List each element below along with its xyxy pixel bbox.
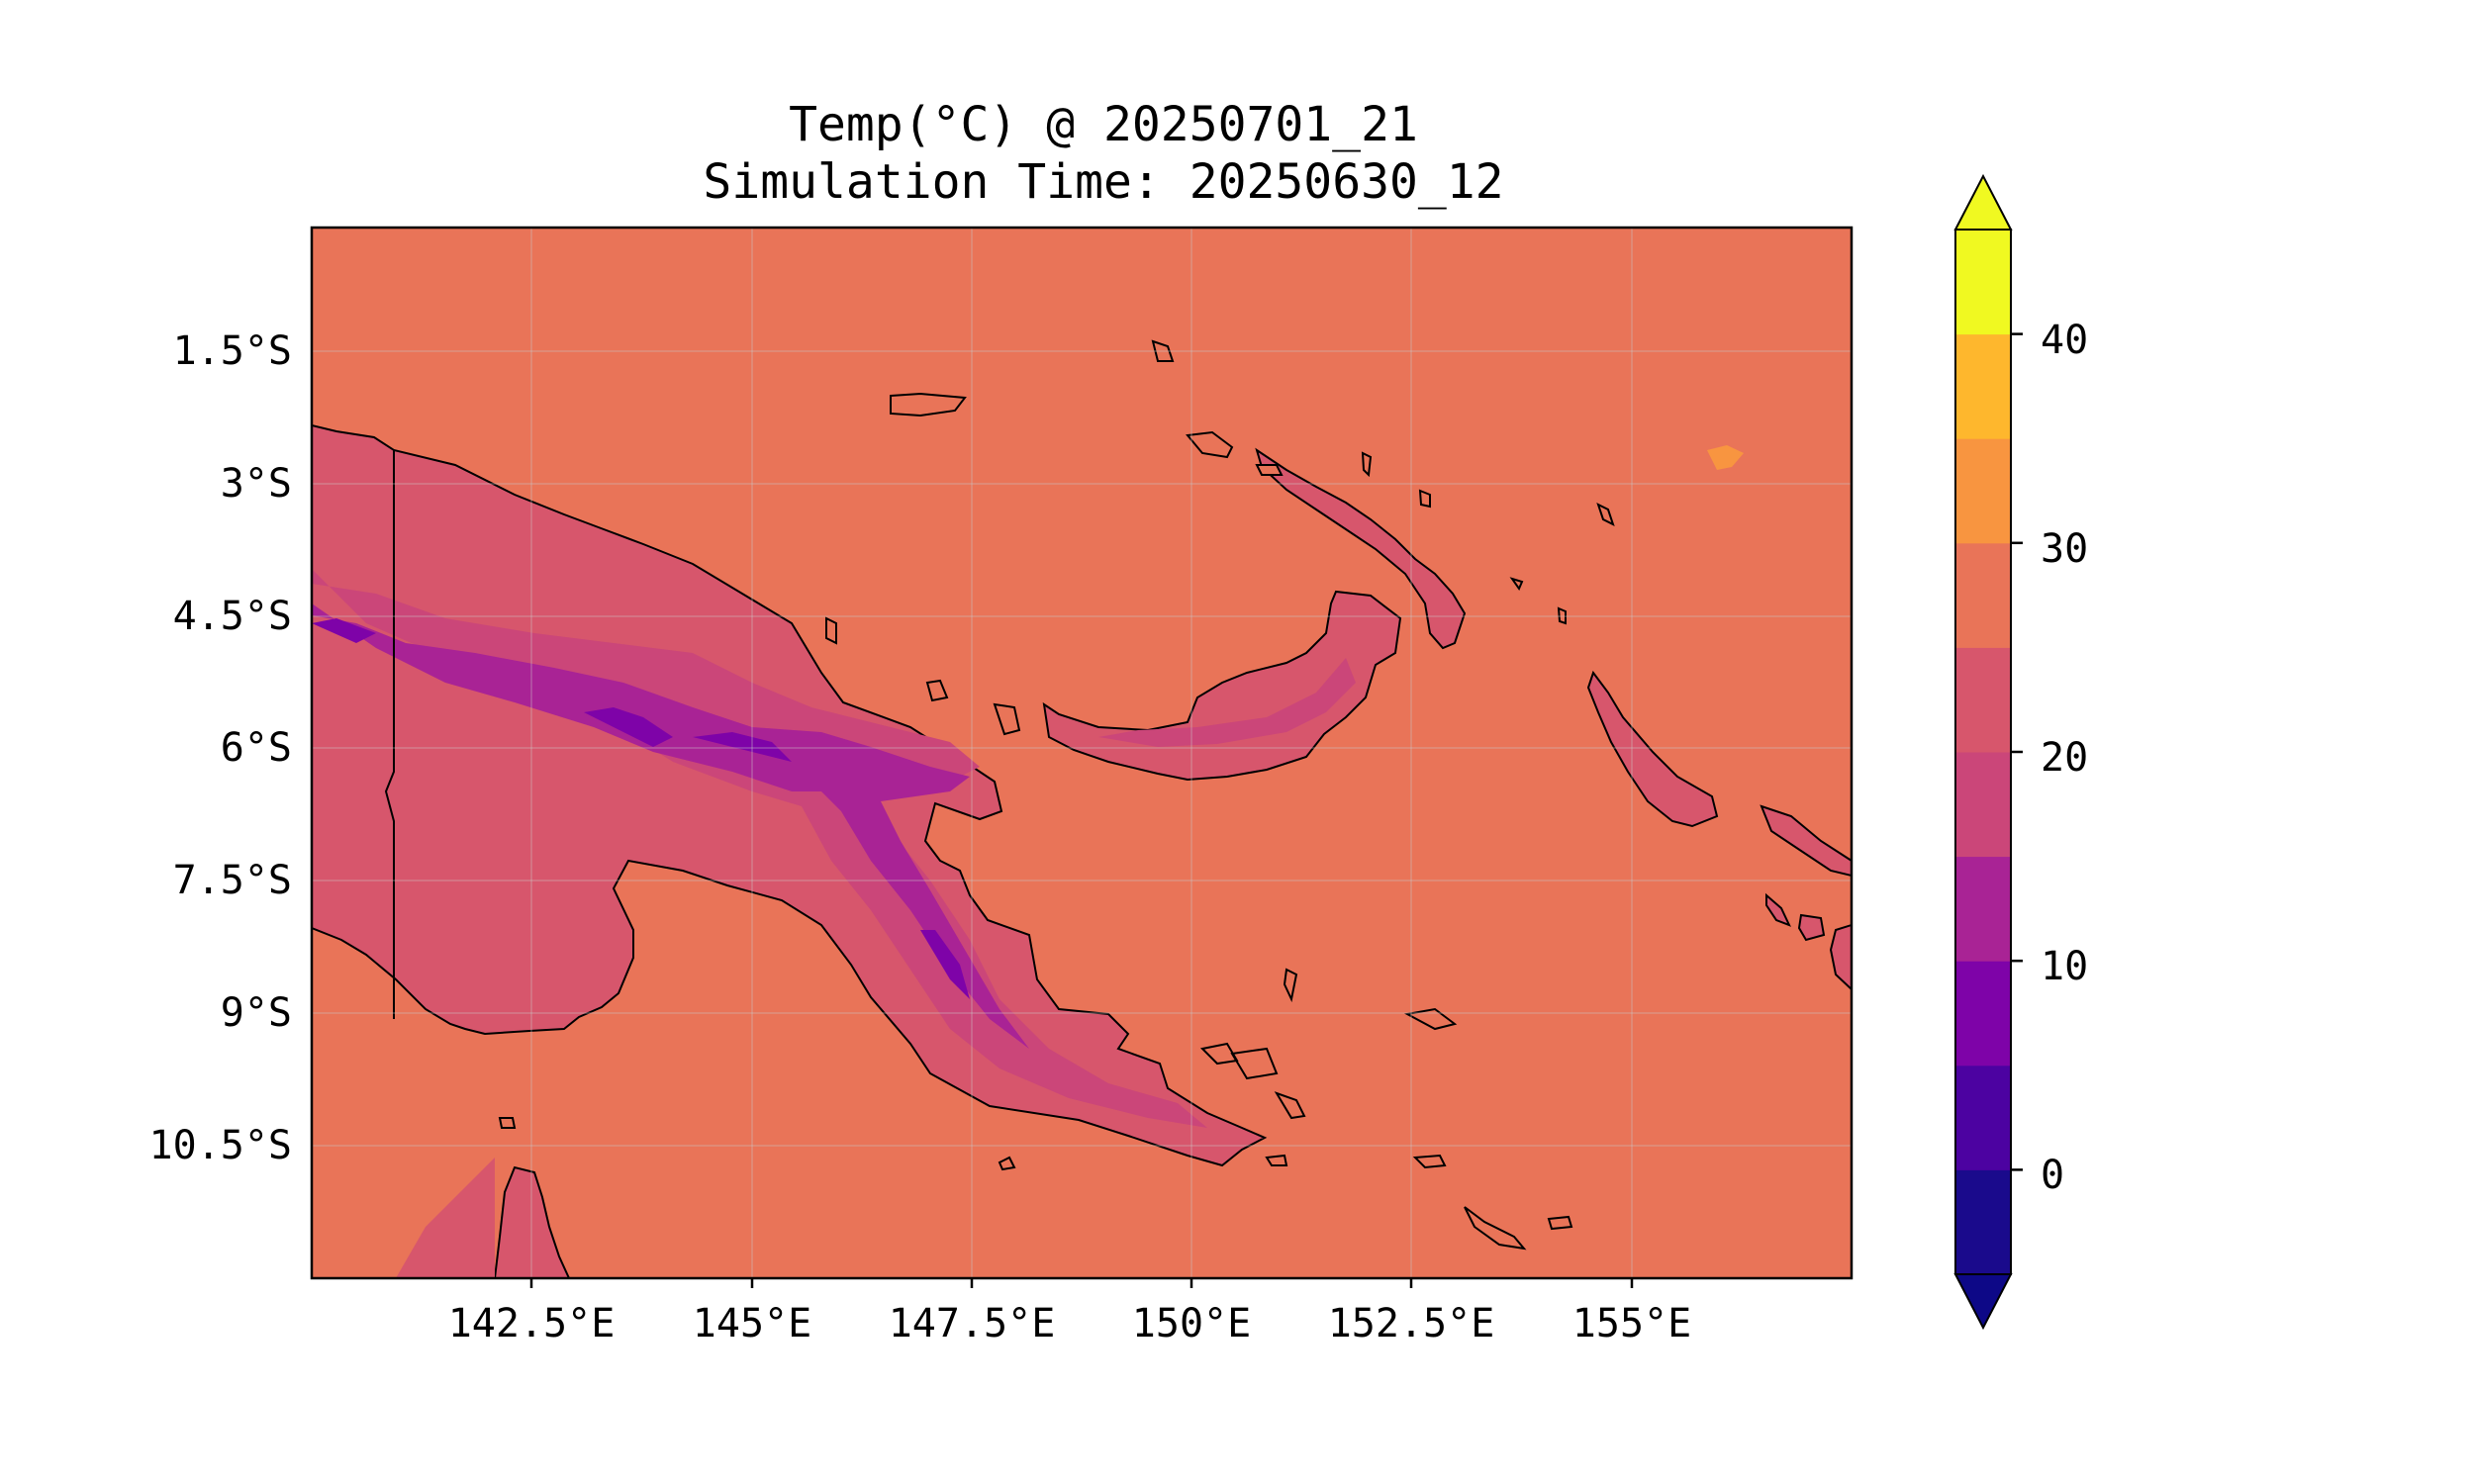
colorbar-extend-under <box>1953 1273 2013 1331</box>
solomon-island-2 <box>1765 892 1852 991</box>
colorbar-segment <box>1955 961 2011 1067</box>
colorbar-segment <box>1955 752 2011 858</box>
highlands-band-2 <box>312 603 1029 1049</box>
lat-tick-label: 6°S <box>220 725 292 771</box>
colorbar-tick-label: 40 <box>2041 318 2089 363</box>
colorbar <box>1953 173 2023 1331</box>
lat-tick-label: 7.5°S <box>172 858 292 903</box>
map-area <box>312 228 1852 1278</box>
lon-tick-label: 142.5°E <box>447 1301 616 1346</box>
new-ireland <box>1255 447 1467 650</box>
lat-tick-label: 9°S <box>220 990 292 1036</box>
lon-tick-label: 147.5°E <box>888 1301 1056 1346</box>
country-border <box>384 450 395 1019</box>
solomon-island-1 <box>1760 804 1852 878</box>
lon-tick-label: 155°E <box>1571 1301 1692 1346</box>
cape-york <box>493 1165 571 1278</box>
lon-tick-label: 152.5°E <box>1327 1301 1495 1346</box>
north-australia-edge <box>396 1158 495 1278</box>
graticule <box>312 228 1852 1278</box>
colorbar-tick-label: 10 <box>2041 944 2089 989</box>
colorbar-segment <box>1955 542 2011 648</box>
lon-tick-label: 150°E <box>1131 1301 1252 1346</box>
colorbar-segment <box>1955 1169 2011 1275</box>
colorbar-tick-label: 0 <box>2041 1153 2065 1198</box>
colorbar-segment <box>1955 1065 2011 1170</box>
new-britain-highlands <box>1098 658 1356 747</box>
chart-subtitle: Simulation Time: 20250630_12 <box>703 154 1504 210</box>
colorbar-segment <box>1955 438 2011 544</box>
colorbar-segment <box>1955 333 2011 439</box>
small-islands <box>498 339 1615 1251</box>
colorbar-tick-label: 30 <box>2041 526 2089 572</box>
chart-title: Temp(°C) @ 20250701_21 <box>789 97 1418 152</box>
lat-tick-label: 10.5°S <box>148 1123 293 1168</box>
colorbar-segment <box>1955 856 2011 962</box>
colorbar-segment <box>1955 230 2011 335</box>
lat-tick-label: 1.5°S <box>172 328 292 374</box>
bougainville <box>1586 670 1719 828</box>
axis-ticks <box>529 1278 1634 1288</box>
colorbar-segment <box>1955 647 2011 753</box>
lon-tick-label: 145°E <box>692 1301 812 1346</box>
map-frame <box>310 226 1854 1280</box>
lat-tick-label: 3°S <box>220 461 292 507</box>
colorbar-tick-label: 20 <box>2041 735 2089 781</box>
warm-anomaly <box>1707 445 1744 470</box>
lat-tick-label: 4.5°S <box>172 594 292 639</box>
